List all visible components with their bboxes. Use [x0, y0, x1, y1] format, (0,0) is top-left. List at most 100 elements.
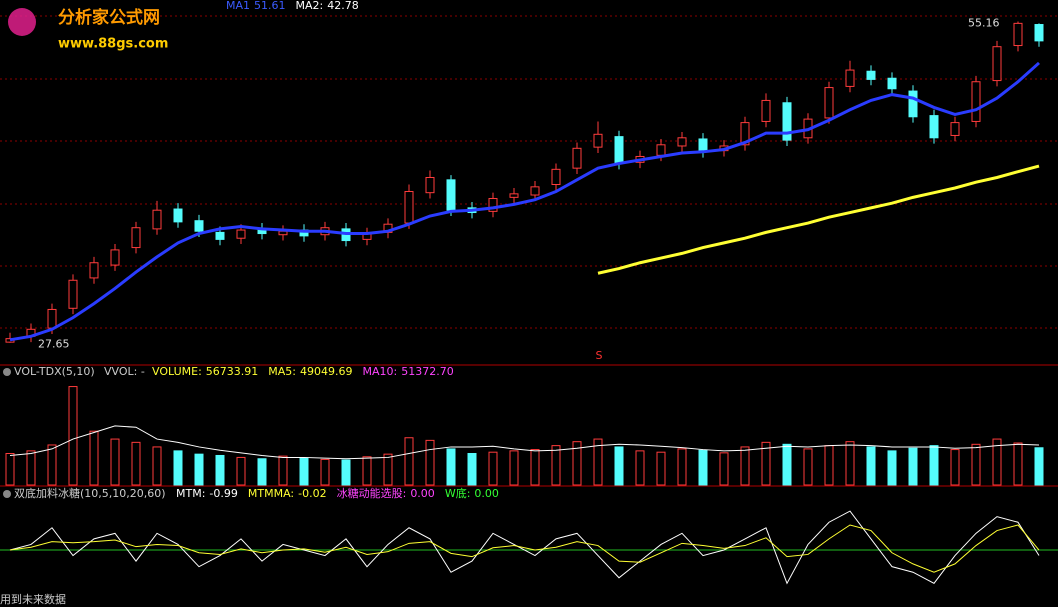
- logo: [8, 8, 36, 36]
- readout-value: 49049.69: [300, 365, 353, 378]
- candle-body: [530, 186, 540, 196]
- candle-body: [1034, 24, 1044, 42]
- candle-body: [929, 115, 939, 139]
- line: [9, 425, 1040, 460]
- candle-body: [971, 81, 981, 122]
- candle-body: [992, 46, 1002, 82]
- readout-label: MTMMA:: [248, 487, 294, 500]
- readout-label: 冰糖动能选股:: [337, 486, 407, 500]
- volume-bar: [950, 449, 960, 486]
- readout-label: MA5:: [268, 365, 296, 378]
- volume-bar: [257, 458, 267, 486]
- volume-bar: [509, 450, 519, 486]
- candle-body: [908, 90, 918, 118]
- max-label: 55.16: [968, 16, 1000, 29]
- volume-bar: [152, 446, 162, 486]
- panel-icon: [3, 368, 11, 376]
- line: [597, 164, 1040, 275]
- candle-body: [236, 229, 246, 239]
- volume-bar: [68, 386, 78, 486]
- volume-bar: [593, 438, 603, 486]
- candle-body: [656, 144, 666, 156]
- volume-bar: [1013, 442, 1023, 486]
- volume-bar: [320, 458, 330, 486]
- volume-bar: [173, 450, 183, 486]
- volume-bar: [908, 447, 918, 486]
- watermark-title: 分析家公式网: [58, 7, 160, 28]
- candle-body: [446, 179, 456, 211]
- candle-body: [698, 138, 708, 153]
- volume-bar: [761, 441, 771, 486]
- readout-value: 0.00: [474, 487, 499, 500]
- candle-body: [572, 147, 582, 169]
- candle-body: [488, 198, 498, 212]
- volume-bar: [614, 446, 624, 486]
- candle-body: [866, 70, 876, 80]
- panel-note: VVOL: -: [104, 365, 145, 378]
- candle-body: [404, 191, 414, 224]
- volume-bar: [194, 453, 204, 486]
- volume-bar: [782, 443, 792, 486]
- volume-bar: [131, 441, 141, 486]
- candle-body: [551, 168, 561, 186]
- volume-bar: [803, 448, 813, 486]
- candle-body: [824, 87, 834, 119]
- footer: 用到未来数据: [0, 592, 66, 606]
- candle-body: [47, 308, 57, 329]
- candle-body: [173, 208, 183, 223]
- candle-body: [131, 227, 141, 249]
- volume-bar: [656, 451, 666, 486]
- readout-label: MTM:: [176, 487, 205, 500]
- panel-title: VOL-TDX(5,10): [14, 365, 95, 378]
- volume-bar: [425, 439, 435, 486]
- volume-bar: [887, 450, 897, 486]
- candle-body: [509, 193, 519, 198]
- readout-value: 0.00: [410, 487, 435, 500]
- volume-bar: [299, 457, 309, 486]
- volume-bar: [215, 454, 225, 486]
- readout-value: 56733.91: [206, 365, 259, 378]
- candle-body: [1013, 22, 1023, 47]
- min-label: 27.65: [38, 338, 70, 351]
- panel-icon: [3, 490, 11, 498]
- candle-body: [68, 279, 78, 309]
- volume-bar: [1034, 447, 1044, 486]
- candle-body: [194, 220, 204, 232]
- candle-body: [887, 77, 897, 90]
- panel-title: 双底加料冰糖(10,5,10,20,60): [14, 486, 166, 500]
- volume-bar: [236, 456, 246, 486]
- candle-body: [614, 136, 624, 164]
- readout-value: -0.99: [209, 487, 237, 500]
- volume-bar: [866, 446, 876, 486]
- volume-bar: [635, 450, 645, 486]
- volume-bar: [278, 455, 288, 486]
- volume-bar: [824, 445, 834, 486]
- volume-bar: [719, 452, 729, 486]
- volume-bar: [446, 448, 456, 486]
- candle-body: [845, 69, 855, 87]
- line: [9, 61, 1041, 342]
- candle-body: [425, 176, 435, 194]
- readout-label: MA2:: [296, 0, 324, 12]
- volume-bar: [929, 445, 939, 486]
- line: [9, 524, 1040, 573]
- readout-value: -0.02: [298, 487, 326, 500]
- candle-body: [677, 137, 687, 147]
- volume-bar: [362, 456, 372, 486]
- marker: S: [596, 349, 603, 362]
- volume-bar: [404, 437, 414, 486]
- readout-label: MA1: [226, 0, 250, 12]
- line: [9, 510, 1040, 585]
- volume-bar: [488, 451, 498, 486]
- volume-bar: [845, 441, 855, 486]
- volume-bar: [971, 443, 981, 486]
- volume-bar: [551, 445, 561, 486]
- candle-body: [740, 122, 750, 146]
- volume-bar: [89, 430, 99, 486]
- volume-bar: [992, 438, 1002, 486]
- candle-body: [278, 230, 288, 236]
- volume-bar: [677, 448, 687, 486]
- candle-body: [152, 209, 162, 230]
- candle-body: [761, 99, 771, 122]
